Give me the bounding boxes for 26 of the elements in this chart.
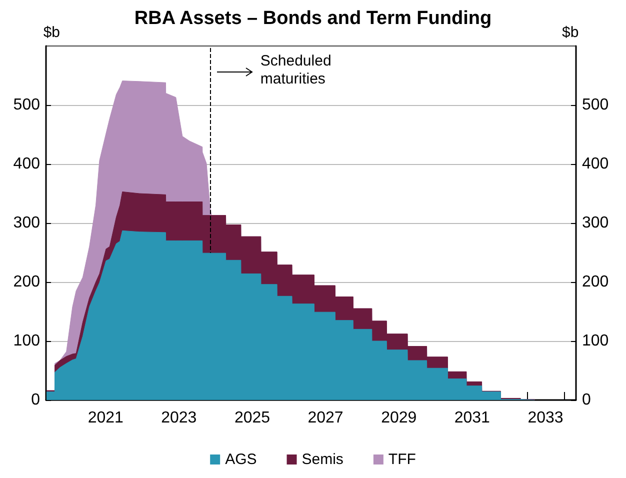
y2-tick-label: 0 [582,392,591,408]
x-tick-label: 2021 [88,410,124,426]
y2-tick-label: 300 [582,214,609,232]
y-tick-label: 200 [13,274,40,290]
chart-title: RBA Assets – Bonds and Term Funding [134,8,492,29]
y-tick-label: 400 [13,156,40,172]
legend-label: TFF [388,451,416,468]
y-tick-label: 500 [13,96,40,114]
x-tick-label: 2033 [528,410,564,426]
x-tick-label: 2031 [454,410,490,426]
x-tick-label: 2027 [308,410,344,426]
x-tick-label: 2029 [381,410,417,426]
y-tick-label: 0 [31,392,40,408]
legend-label: AGS [225,451,257,468]
annotation: Scheduled maturities [260,52,332,88]
legend-label: Semis [302,451,344,468]
y2-tick-label: 200 [582,274,609,290]
y2-tick-label: 100 [582,332,609,350]
y-tick-label: 300 [13,214,40,232]
x-tick-label: 2023 [161,410,197,426]
y2-axis-title: $b [562,24,579,41]
y2-tick-label: 400 [582,156,609,172]
y2-tick-label: 500 [582,96,609,114]
x-tick-label: 2025 [234,410,270,426]
y-tick-label: 100 [13,332,40,350]
y-axis-title: $b [43,24,60,41]
